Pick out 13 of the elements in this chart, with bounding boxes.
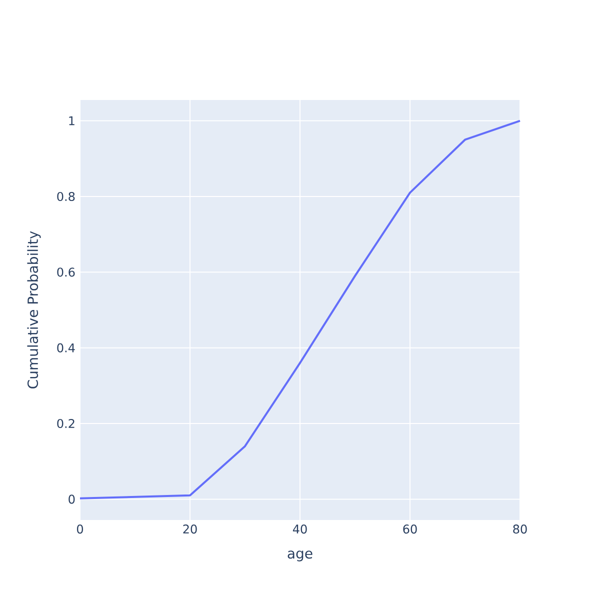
x-axis-title: age xyxy=(288,550,312,562)
x-tick-label: 20 xyxy=(183,524,197,534)
y-tick-label: 0.6 xyxy=(57,268,75,277)
y-tick-label: 0.8 xyxy=(57,192,75,202)
x-tick-label: 80 xyxy=(513,524,527,534)
y-tick-label: 0 xyxy=(68,494,75,504)
y-tick-label: 1 xyxy=(69,116,74,126)
x-tick-label: 60 xyxy=(403,524,417,534)
y-tick-label: 0.2 xyxy=(57,418,74,428)
x-tick-label: 0 xyxy=(76,524,84,534)
y-tick-label: 0.4 xyxy=(57,343,75,352)
x-tick-label: 40 xyxy=(292,524,307,534)
y-axis-title: Cumulative Probability xyxy=(27,231,41,388)
